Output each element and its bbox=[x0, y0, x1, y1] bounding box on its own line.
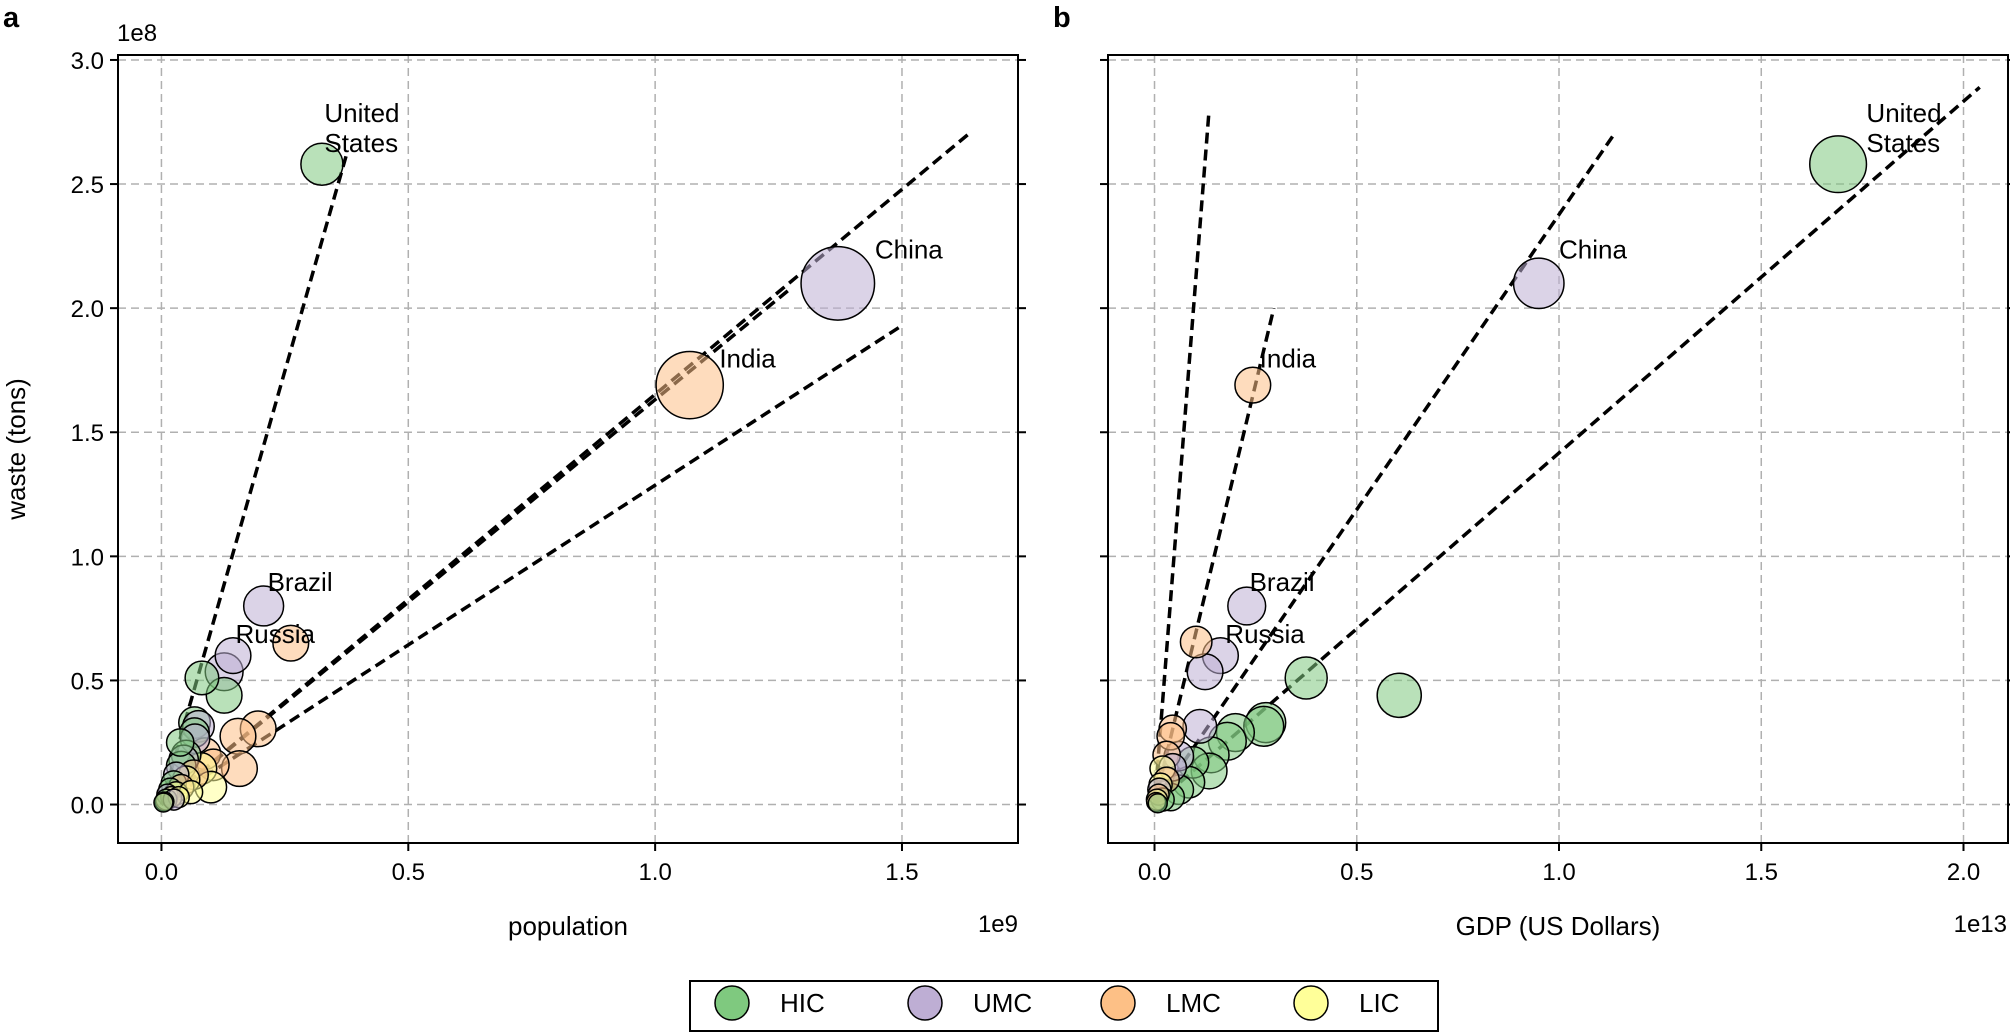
country-annotation: China bbox=[875, 235, 943, 265]
data-point-lmc bbox=[1179, 625, 1213, 659]
data-point-hic bbox=[184, 660, 220, 696]
panel-a-y-label: waste (tons) bbox=[1, 378, 31, 521]
x-tick-label: 1.5 bbox=[885, 859, 918, 886]
x-tick-label: 0.5 bbox=[1340, 859, 1373, 886]
country-annotation: Russia bbox=[235, 619, 315, 649]
panel-a-trend-lines bbox=[159, 130, 973, 807]
data-point-umc bbox=[800, 245, 876, 321]
country-annotation: China bbox=[1559, 235, 1627, 265]
annotation-line: India bbox=[719, 344, 776, 374]
legend-marker-umc bbox=[907, 985, 943, 1021]
legend: HIC UMC LMC LIC bbox=[689, 980, 1439, 1032]
trend-line bbox=[159, 153, 349, 806]
data-point-lmc bbox=[272, 624, 310, 662]
data-point-umc bbox=[1227, 586, 1267, 626]
legend-label: LMC bbox=[1166, 988, 1221, 1018]
panel-a-frame bbox=[117, 54, 1019, 844]
data-point-lmc bbox=[219, 717, 257, 755]
y-tick-label: 2.5 bbox=[71, 172, 104, 199]
panel-a-x-label: population bbox=[508, 911, 628, 941]
y-tick-label: 1.5 bbox=[71, 420, 104, 447]
x-tick-label: 1.0 bbox=[638, 859, 671, 886]
annotation-line: Russia bbox=[1225, 619, 1305, 649]
legend-marker-lmc bbox=[1100, 985, 1136, 1021]
panel-b-grid bbox=[1108, 55, 2008, 843]
y-tick-label: 2.0 bbox=[71, 296, 104, 323]
trend-line bbox=[160, 324, 903, 807]
panel-a-y-multiplier: 1e8 bbox=[117, 20, 157, 47]
country-annotation: Brazil bbox=[1250, 567, 1315, 597]
panel-a-annotations: United States China India Brazil Russia bbox=[235, 98, 943, 649]
data-point-lmc bbox=[1234, 366, 1272, 404]
country-annotation: Brazil bbox=[268, 567, 333, 597]
panel-a-x-multiplier: 1e9 bbox=[978, 911, 1018, 938]
panel-b-points bbox=[1145, 135, 1868, 814]
annotation-line: Russia bbox=[235, 619, 315, 649]
panel-b-ticks: 0.0 0.5 1.0 1.5 2.0 bbox=[1100, 58, 2010, 886]
panel-b-annotations: United States China India Brazil Russia bbox=[1225, 98, 1941, 649]
panel-b-gdp: b 0.0 0.5 1.0 1.5 2.0 United States China India… bbox=[1053, 2, 2010, 941]
x-tick-label: 0.0 bbox=[1138, 859, 1171, 886]
trend-line bbox=[1153, 85, 1981, 806]
legend-label: UMC bbox=[973, 988, 1032, 1018]
legend-label: LIC bbox=[1359, 988, 1399, 1018]
annotation-line: Brazil bbox=[268, 567, 333, 597]
x-tick-label: 1.5 bbox=[1745, 859, 1778, 886]
country-annotation: India bbox=[1260, 344, 1317, 374]
trend-line bbox=[1152, 109, 1211, 805]
annotation-line: United bbox=[1866, 98, 1941, 128]
data-point-hic bbox=[1147, 793, 1168, 814]
data-point-umc bbox=[1512, 257, 1565, 310]
y-tick-label: 0.0 bbox=[71, 793, 104, 820]
data-point-umc bbox=[214, 637, 252, 675]
y-tick-label: 1.0 bbox=[71, 544, 104, 571]
x-tick-label: 1.0 bbox=[1542, 859, 1575, 886]
panel-a-letter: a bbox=[3, 2, 20, 34]
x-tick-label: 2.0 bbox=[1947, 859, 1980, 886]
data-point-hic bbox=[165, 728, 195, 757]
data-point-hic bbox=[153, 792, 174, 813]
country-annotation: United States bbox=[324, 98, 399, 158]
data-point-umc bbox=[1182, 708, 1218, 744]
legend-marker-hic bbox=[714, 985, 750, 1021]
data-point-lmc bbox=[655, 350, 725, 420]
y-tick-label: 0.5 bbox=[71, 668, 104, 695]
y-tick-label: 3.0 bbox=[71, 48, 104, 75]
panel-b-frame bbox=[1107, 54, 2009, 844]
data-point-hic bbox=[1284, 656, 1328, 700]
panel-a-grid bbox=[118, 55, 1018, 843]
panel-b-letter: b bbox=[1053, 2, 1071, 34]
legend-label: HIC bbox=[780, 988, 825, 1018]
annotation-line: States bbox=[324, 128, 398, 158]
data-point-hic bbox=[1809, 135, 1868, 194]
panel-b-x-multiplier: 1e13 bbox=[1954, 911, 2007, 938]
annotation-line: China bbox=[875, 235, 943, 265]
annotation-line: United bbox=[324, 98, 399, 128]
panel-a-population: a 1e8 0.0 0.5 1.0 1.50.00.51.01.52.02.53.0 … bbox=[1, 2, 1026, 941]
annotation-line: Brazil bbox=[1250, 567, 1315, 597]
panel-b-x-label: GDP (US Dollars) bbox=[1456, 911, 1661, 941]
annotation-line: China bbox=[1559, 235, 1627, 265]
legend-marker-lic bbox=[1293, 985, 1329, 1021]
data-point-umc bbox=[1186, 653, 1224, 691]
country-annotation: United States bbox=[1866, 98, 1941, 158]
x-tick-label: 0.5 bbox=[392, 859, 425, 886]
panel-a-ticks: 0.0 0.5 1.0 1.5 0.0 0.5 1.0 1.5 2.0 2.5 3.0 bbox=[71, 48, 1026, 886]
data-point-hic bbox=[1376, 672, 1423, 719]
country-annotation: India bbox=[719, 344, 776, 374]
data-point-hic bbox=[300, 142, 344, 186]
country-annotation: Russia bbox=[1225, 619, 1305, 649]
panel-a-points bbox=[153, 142, 876, 813]
x-tick-label: 0.0 bbox=[145, 859, 178, 886]
annotation-line: India bbox=[1260, 344, 1317, 374]
annotation-line: States bbox=[1866, 128, 1940, 158]
data-point-umc bbox=[242, 585, 285, 627]
